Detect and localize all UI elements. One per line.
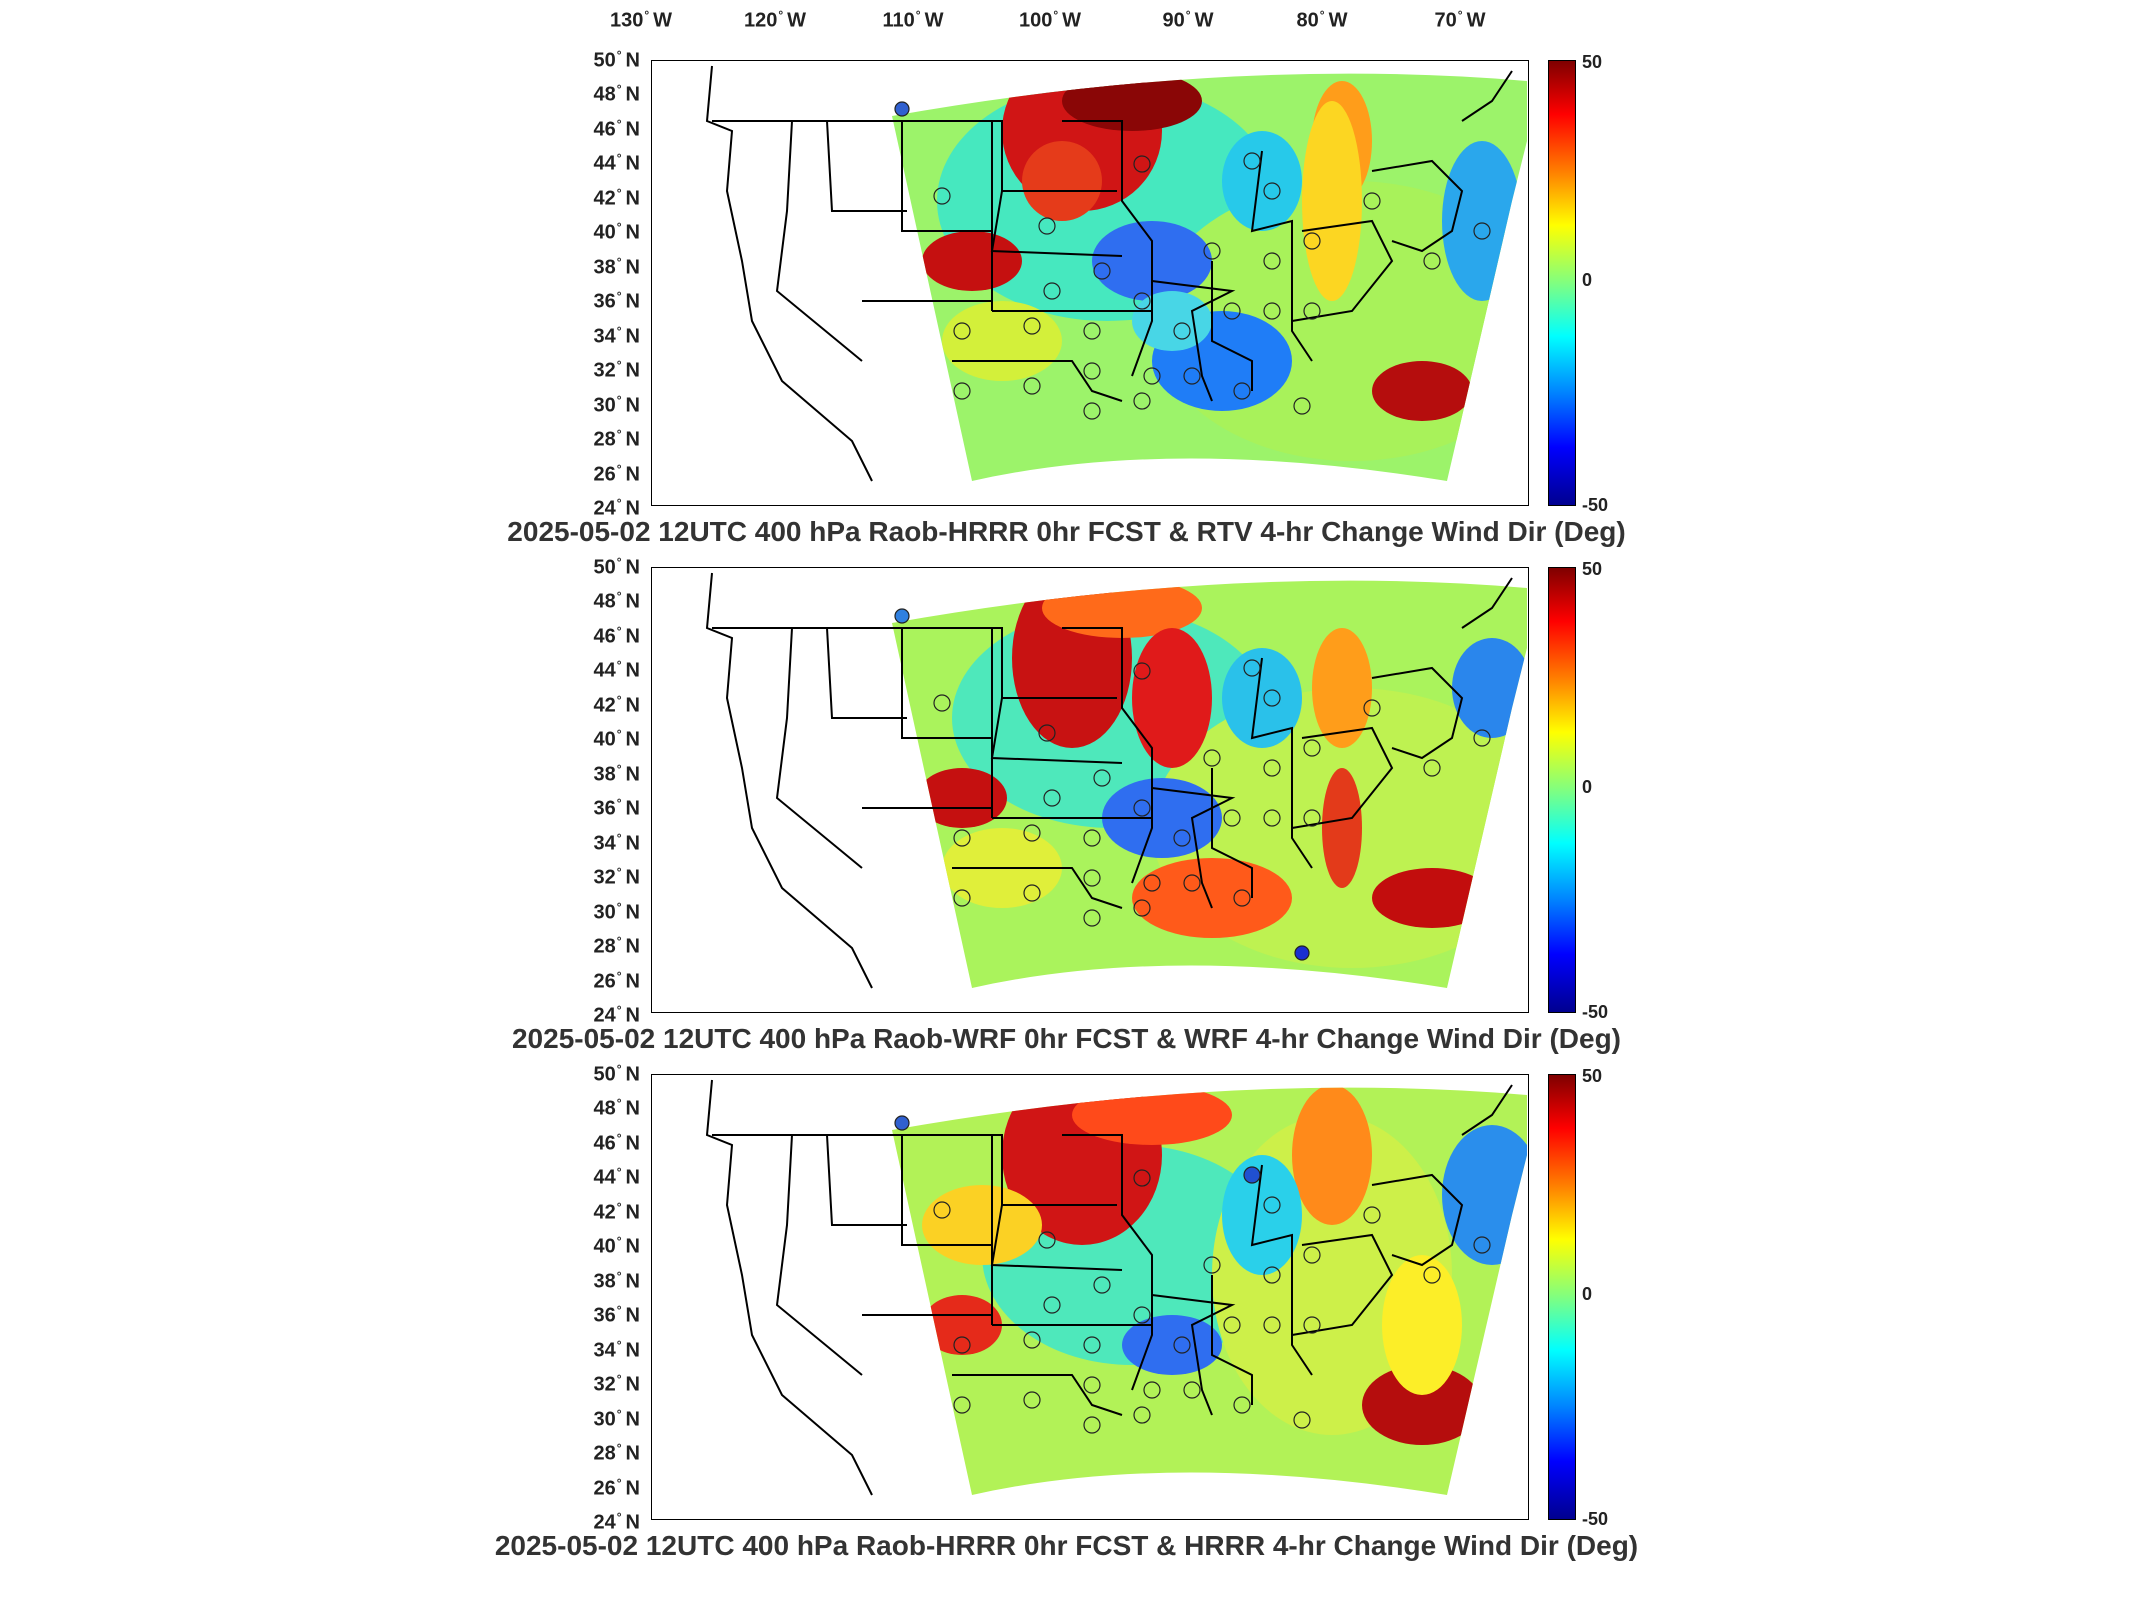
lat-label-36n: 36° N bbox=[593, 1303, 640, 1327]
map-frame bbox=[651, 60, 1529, 506]
colorbar bbox=[1548, 1074, 1576, 1520]
wind-direction-field bbox=[892, 580, 1527, 988]
lat-label-46n: 46° N bbox=[593, 1130, 640, 1155]
state-boundaries bbox=[705, 1079, 1513, 1496]
map-panel-3: 50° N 48° N 46° N 44° N 42° N 40° N 38° N 36° N 34° N 32° N… bbox=[0, 1062, 2133, 1582]
lat-label-38n: 38° N bbox=[593, 761, 640, 786]
lat-label-30n: 30° N bbox=[593, 1406, 640, 1431]
lat-label-30n: 30° N bbox=[593, 392, 640, 417]
lat-label-42n: 42° N bbox=[593, 692, 640, 717]
map-panel-1: 50° N 48° N 46° N 44° N 42° N 40° N 38° N 36° N 34° N 32° N… bbox=[0, 48, 2133, 568]
colorbar-min-label: -50 bbox=[1582, 1509, 1609, 1529]
lat-label-42n: 42° N bbox=[593, 185, 640, 210]
lat-label-34n: 34° N bbox=[593, 830, 640, 855]
lat-label-26n: 26° N bbox=[593, 968, 640, 993]
lat-label-48n: 48° N bbox=[593, 589, 640, 614]
lat-label-48n: 48° N bbox=[593, 82, 640, 107]
lon-label-120w: 120° W bbox=[743, 8, 807, 32]
panel-title: 2025-05-02 12UTC 400 hPa Raob-HRRR 0hr F… bbox=[494, 1530, 1639, 1561]
map-frame bbox=[651, 1074, 1529, 1520]
lat-label-32n: 32° N bbox=[593, 865, 640, 889]
lat-label-44n: 44° N bbox=[593, 151, 640, 176]
state-boundaries bbox=[705, 65, 1513, 482]
lat-label-28n: 28° N bbox=[593, 934, 640, 958]
lat-label-40n: 40° N bbox=[593, 1234, 640, 1258]
colorbar bbox=[1548, 567, 1576, 1013]
lat-label-34n: 34° N bbox=[593, 1337, 640, 1362]
lat-label-38n: 38° N bbox=[593, 254, 640, 279]
colorbar-max-label: 50 bbox=[1582, 559, 1603, 579]
lat-label-44n: 44° N bbox=[593, 658, 640, 683]
lat-label-24n: 24° N bbox=[593, 496, 640, 520]
lat-label-28n: 28° N bbox=[593, 427, 640, 451]
conus-map bbox=[705, 1079, 1527, 1496]
lat-label-32n: 32° N bbox=[593, 1372, 640, 1396]
lat-label-24n: 24° N bbox=[593, 1510, 640, 1534]
colorbar-max-label: 50 bbox=[1582, 1066, 1603, 1086]
panel-title: 2025-05-02 12UTC 400 hPa Raob-HRRR 0hr F… bbox=[507, 516, 1626, 547]
conus-map bbox=[705, 65, 1527, 482]
lat-label-38n: 38° N bbox=[593, 1268, 640, 1293]
lat-label-50n: 50° N bbox=[593, 1062, 640, 1086]
colorbar-mid-label: 0 bbox=[1582, 270, 1593, 290]
lat-label-34n: 34° N bbox=[593, 323, 640, 348]
lat-label-30n: 30° N bbox=[593, 899, 640, 924]
state-boundaries bbox=[705, 572, 1513, 989]
lon-label-130w: 130° W bbox=[609, 8, 673, 32]
lat-label-48n: 48° N bbox=[593, 1096, 640, 1121]
lat-label-40n: 40° N bbox=[593, 220, 640, 244]
raob-station-markers bbox=[894, 608, 1491, 961]
conus-map bbox=[705, 572, 1527, 989]
colorbar-min-label: -50 bbox=[1582, 495, 1609, 515]
colorbar-max-label: 50 bbox=[1582, 52, 1603, 72]
longitude-axis: 130° W 120° W 110° W 100° W 90° W 80° W 70° W bbox=[0, 0, 2133, 40]
raob-station-markers bbox=[894, 1115, 1491, 1434]
lat-label-50n: 50° N bbox=[593, 48, 640, 72]
lat-label-42n: 42° N bbox=[593, 1199, 640, 1224]
lat-label-28n: 28° N bbox=[593, 1441, 640, 1465]
lon-label-90w: 90° W bbox=[1162, 8, 1214, 32]
panel-title: 2025-05-02 12UTC 400 hPa Raob-WRF 0hr FC… bbox=[511, 1023, 1622, 1054]
wind-direction-field bbox=[892, 73, 1527, 481]
lat-label-46n: 46° N bbox=[593, 116, 640, 141]
lon-label-100w: 100° W bbox=[1018, 8, 1082, 32]
lon-label-70w: 70° W bbox=[1434, 8, 1486, 32]
lat-label-26n: 26° N bbox=[593, 461, 640, 486]
lon-label-110w: 110° W bbox=[882, 8, 944, 32]
map-frame bbox=[651, 567, 1529, 1013]
lon-label-80w: 80° W bbox=[1296, 8, 1348, 32]
colorbar bbox=[1548, 60, 1576, 506]
colorbar-min-label: -50 bbox=[1582, 1002, 1609, 1022]
lat-label-40n: 40° N bbox=[593, 727, 640, 751]
colorbar-mid-label: 0 bbox=[1582, 777, 1593, 797]
colorbar-mid-label: 0 bbox=[1582, 1284, 1593, 1304]
raob-station-markers bbox=[894, 101, 1491, 420]
lat-label-44n: 44° N bbox=[593, 1165, 640, 1190]
lat-label-46n: 46° N bbox=[593, 623, 640, 648]
lat-label-32n: 32° N bbox=[593, 358, 640, 382]
map-panel-2: 50° N 48° N 46° N 44° N 42° N 40° N 38° N 36° N 34° N 32° N… bbox=[0, 555, 2133, 1075]
lat-label-36n: 36° N bbox=[593, 796, 640, 820]
lat-label-26n: 26° N bbox=[593, 1475, 640, 1500]
lat-label-50n: 50° N bbox=[593, 555, 640, 579]
lat-label-24n: 24° N bbox=[593, 1003, 640, 1027]
wind-direction-field bbox=[892, 1087, 1527, 1495]
lat-label-36n: 36° N bbox=[593, 289, 640, 313]
